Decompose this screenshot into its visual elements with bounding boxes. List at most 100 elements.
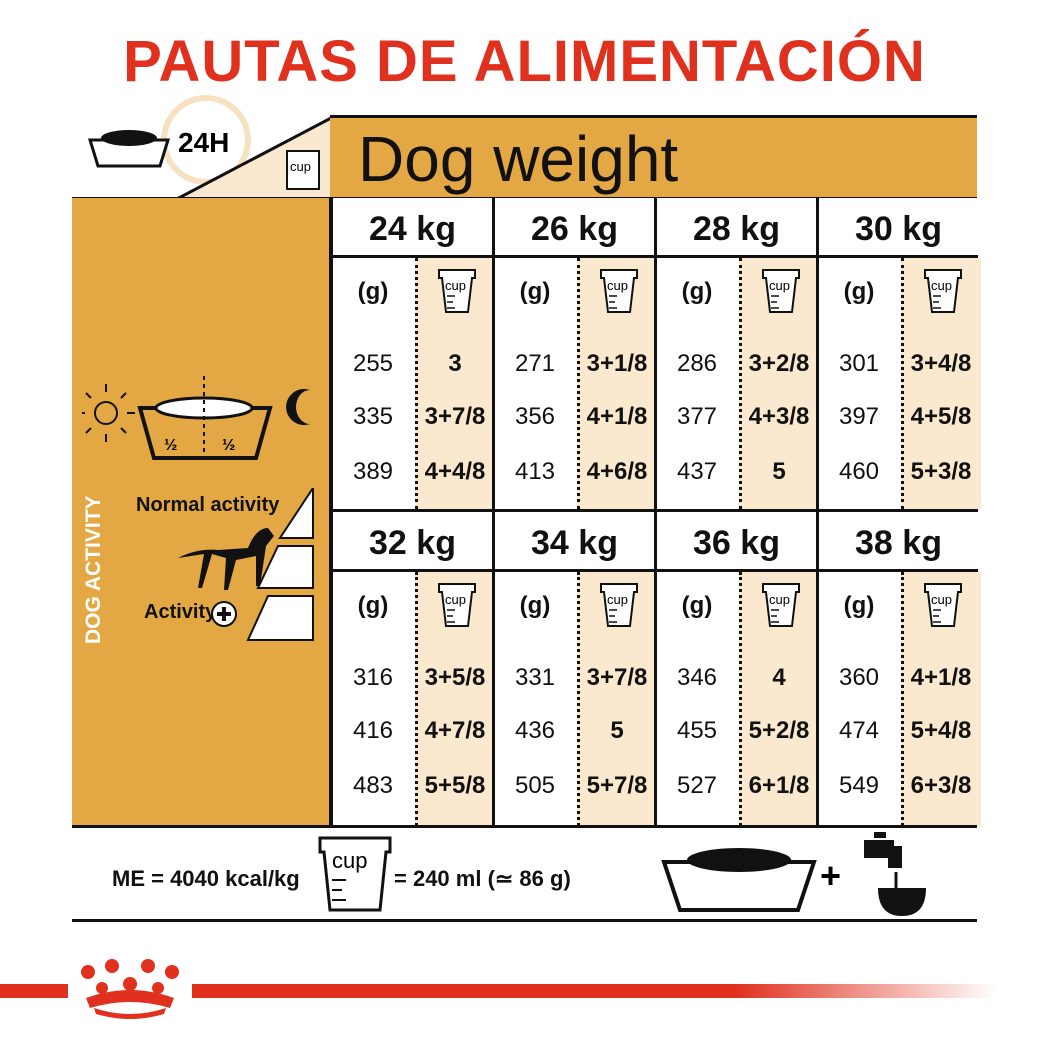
weight-label: 24 kg [333, 198, 492, 258]
water-tap-icon [864, 832, 926, 916]
weight-cell: 38 kg (g) cup 360 4+1/8 474 5+4/8 549 6+3/8 [816, 512, 981, 826]
cups-value: 5+2/8 [748, 717, 810, 744]
cups-value: 3 [448, 350, 462, 377]
cups-value: 3+7/8 [586, 664, 648, 691]
cups-value: 4+4/8 [424, 458, 486, 485]
left-panel: ½ ½ Normal activity Activity DOG ACTIVIT… [72, 198, 332, 826]
svg-text:½: ½ [164, 437, 177, 454]
dog-weight-title: Dog weight [358, 123, 679, 195]
dog-activity-label: DOG ACTIVITY [82, 495, 105, 644]
cups-value: 4+3/8 [748, 403, 810, 430]
activity-icons [178, 488, 314, 641]
cups-value: 3+5/8 [424, 664, 486, 691]
grams-value: 483 [352, 772, 394, 799]
grams-header: (g) [357, 278, 389, 305]
cup-icon: cup [924, 269, 962, 313]
grams-value: 335 [352, 403, 394, 430]
weight-cell: 26 kg (g) cup 271 3+1/8 356 4+1/8 413 4+6/8 [492, 198, 657, 512]
grams-value: 255 [352, 350, 394, 377]
grams-header: (g) [843, 592, 875, 619]
header-triangle: cup [175, 115, 333, 200]
cup-icon: cup [762, 583, 800, 627]
grams-value: 474 [838, 717, 880, 744]
plus-icon [211, 601, 237, 627]
grams-value: 416 [352, 717, 394, 744]
weight-label: 34 kg [495, 512, 654, 572]
grams-value: 436 [514, 717, 556, 744]
grams-header: (g) [843, 278, 875, 305]
cup-icon: cup [318, 836, 392, 912]
sun-icon [82, 384, 135, 442]
svg-text:cup: cup [445, 278, 466, 293]
weight-label: 28 kg [657, 198, 816, 258]
royal-canin-crown-logo [68, 958, 192, 1020]
cups-value: 4+1/8 [910, 664, 972, 691]
svg-text:cup: cup [445, 592, 466, 607]
weight-label: 26 kg [495, 198, 654, 258]
cups-value: 5+5/8 [424, 772, 486, 799]
svg-text:cup: cup [931, 592, 952, 607]
cup-icon: cup [600, 269, 638, 313]
normal-activity-label: Normal activity [136, 494, 280, 516]
cup-equivalence: = 240 ml (≃ 86 g) [394, 866, 571, 891]
weight-cell: 28 kg (g) cup 286 3+2/8 377 4+3/8 437 5 [654, 198, 819, 512]
feeding-icons: ½ ½ [82, 376, 310, 460]
grams-value: 389 [352, 458, 394, 485]
grams-value: 455 [676, 717, 718, 744]
grams-value: 331 [514, 664, 556, 691]
grams-header: (g) [519, 592, 551, 619]
plus-sign: + [820, 855, 841, 896]
grams-value: 413 [514, 458, 556, 485]
svg-text:cup: cup [769, 592, 790, 607]
svg-text:cup: cup [769, 278, 790, 293]
grams-value: 527 [676, 772, 718, 799]
grams-value: 437 [676, 458, 718, 485]
cups-value: 4+6/8 [586, 458, 648, 485]
grams-value: 301 [838, 350, 880, 377]
dog-icon [178, 528, 274, 590]
cup-icon: cup [762, 269, 800, 313]
food-and-water-icons: + [661, 832, 926, 916]
grams-value: 271 [514, 350, 556, 377]
grams-header: (g) [681, 278, 713, 305]
svg-text:½: ½ [222, 437, 235, 454]
cups-value: 6+3/8 [910, 772, 972, 799]
grams-header: (g) [681, 592, 713, 619]
weight-cell: 34 kg (g) cup 331 3+7/8 436 5 505 5+7/8 [492, 512, 657, 826]
cups-value: 5 [772, 458, 786, 485]
grams-value: 316 [352, 664, 394, 691]
weight-cell: 32 kg (g) cup 316 3+5/8 416 4+7/8 483 5+5/8 [330, 512, 495, 826]
grams-value: 377 [676, 403, 718, 430]
grams-header: (g) [357, 592, 389, 619]
svg-text:cup: cup [290, 159, 311, 174]
cups-value: 5+4/8 [910, 717, 972, 744]
weight-cell: 30 kg (g) cup 301 3+4/8 397 4+5/8 460 5+3/8 [816, 198, 981, 512]
grams-value: 346 [676, 664, 718, 691]
cups-value: 3+2/8 [748, 350, 810, 377]
page-title: PAUTAS DE ALIMENTACIÓN [123, 29, 926, 94]
energy-label: ME = 4040 kcal/kg [112, 866, 300, 891]
cup-icon: cup [924, 583, 962, 627]
weight-label: 36 kg [657, 512, 816, 572]
cup-icon: cup [438, 269, 476, 313]
cups-value: 4+7/8 [424, 717, 486, 744]
bowl-24h-icon: 24H [87, 95, 251, 185]
grams-value: 397 [838, 403, 880, 430]
grams-value: 505 [514, 772, 556, 799]
grams-value: 286 [676, 350, 718, 377]
bowl-icon [661, 848, 817, 912]
grams-header: (g) [519, 278, 551, 305]
grams-value: 460 [838, 458, 880, 485]
svg-text:cup: cup [931, 278, 952, 293]
cups-value: 4 [772, 664, 786, 691]
cups-value: 4+5/8 [910, 403, 972, 430]
moon-icon [286, 389, 310, 425]
cups-value: 3+7/8 [424, 403, 486, 430]
weight-label: 32 kg [333, 512, 492, 572]
label-24h: 24H [178, 127, 229, 158]
cups-value: 3+1/8 [586, 350, 648, 377]
activity-label: Activity [144, 601, 217, 623]
grams-value: 549 [838, 772, 880, 799]
bowl-icon: ½ ½ [137, 376, 273, 460]
svg-text:cup: cup [607, 592, 628, 607]
